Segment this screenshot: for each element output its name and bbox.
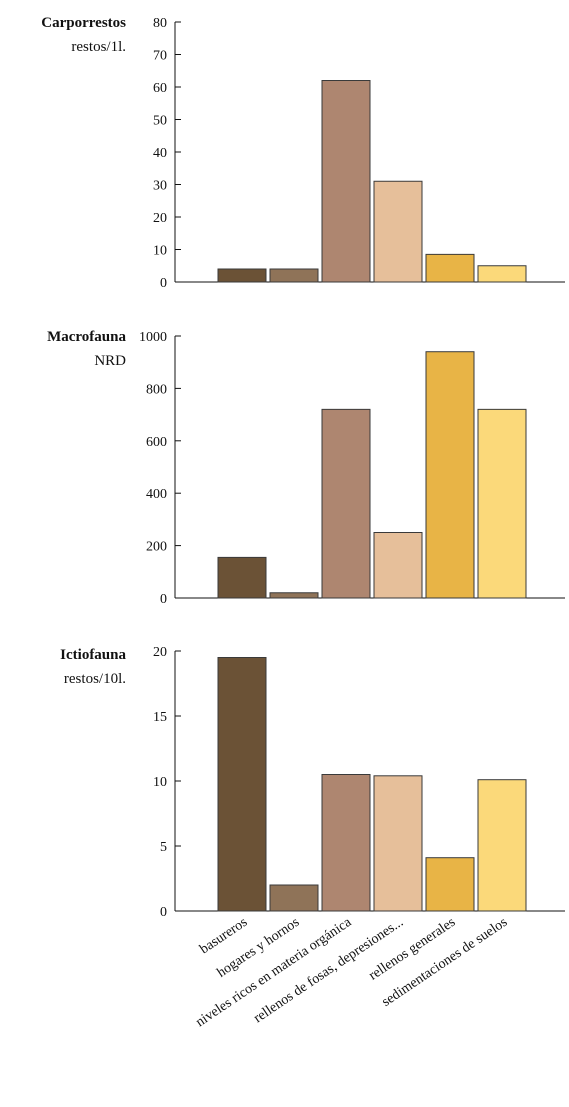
bar-1-2 bbox=[269, 268, 319, 283]
y-tick-label: 40 bbox=[153, 146, 167, 161]
y-tick-label: 400 bbox=[146, 487, 167, 502]
panel-unit: restos/1l. bbox=[71, 39, 126, 55]
bar-3-3 bbox=[321, 774, 371, 912]
bar-1-1 bbox=[217, 268, 267, 283]
bar-1-6 bbox=[477, 265, 527, 283]
y-tick-label: 10 bbox=[153, 775, 167, 790]
bar-3-5 bbox=[425, 857, 475, 912]
y-tick-label: 20 bbox=[153, 645, 167, 660]
bar-1-3 bbox=[321, 80, 371, 283]
x-category-label: rellenos generales bbox=[366, 915, 458, 984]
y-tick-label: 0 bbox=[160, 592, 167, 607]
panel-title: Carporrestos bbox=[41, 15, 126, 31]
y-tick-label: 30 bbox=[153, 179, 167, 194]
bar-2-2 bbox=[269, 592, 319, 599]
panel-unit: restos/10l. bbox=[64, 671, 126, 687]
y-tick-label: 1000 bbox=[139, 330, 167, 345]
bar-3-4 bbox=[373, 775, 423, 912]
bar-2-6 bbox=[477, 408, 527, 599]
panel-title: Ictiofauna bbox=[60, 647, 126, 663]
bar-2-1 bbox=[217, 556, 267, 599]
bar-3-2 bbox=[269, 884, 319, 912]
bar-1-4 bbox=[373, 180, 423, 283]
y-tick-label: 70 bbox=[153, 49, 167, 64]
panel-title: Macrofauna bbox=[47, 329, 126, 345]
bar-3-1 bbox=[217, 657, 267, 912]
y-tick-label: 60 bbox=[153, 81, 167, 96]
y-tick-label: 10 bbox=[153, 244, 167, 259]
bar-2-5 bbox=[425, 351, 475, 599]
bar-3-6 bbox=[477, 779, 527, 912]
y-tick-label: 20 bbox=[153, 211, 167, 226]
y-tick-label: 600 bbox=[146, 435, 167, 450]
y-tick-label: 0 bbox=[160, 276, 167, 291]
panel-unit: NRD bbox=[94, 353, 126, 369]
y-tick-label: 50 bbox=[153, 114, 167, 129]
y-tick-label: 0 bbox=[160, 905, 167, 920]
bar-2-4 bbox=[373, 532, 423, 599]
y-tick-label: 800 bbox=[146, 382, 167, 397]
y-tick-label: 5 bbox=[160, 840, 167, 855]
bar-2-3 bbox=[321, 408, 371, 599]
y-tick-label: 15 bbox=[153, 710, 167, 725]
y-tick-label: 200 bbox=[146, 540, 167, 555]
bar-1-5 bbox=[425, 253, 475, 283]
y-tick-label: 80 bbox=[153, 16, 167, 31]
